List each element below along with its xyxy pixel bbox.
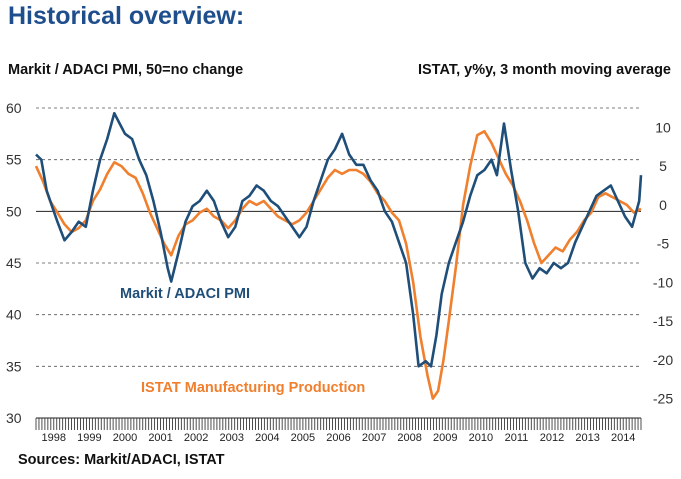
- left-tick-label: 30: [6, 410, 22, 426]
- source-note: Sources: Markit/ADACI, ISTAT: [18, 452, 225, 468]
- left-tick-label: 35: [6, 358, 22, 374]
- series-group: [34, 111, 643, 400]
- left-tick-label: 55: [6, 152, 22, 168]
- right-tick-label: -10: [653, 274, 673, 290]
- x-tick-label: 2001: [148, 432, 172, 444]
- x-tick-label: 1998: [42, 432, 66, 444]
- right-tick-label: -5: [657, 236, 670, 252]
- left-tick-label: 50: [6, 203, 22, 219]
- left-tick-label: 45: [6, 255, 22, 271]
- left-tick-label: 40: [6, 307, 22, 323]
- series-line-istat: [34, 130, 642, 400]
- x-tick-label: 2003: [219, 432, 243, 444]
- x-tick-label: 2000: [113, 432, 137, 444]
- x-tick-label: 2002: [184, 432, 208, 444]
- x-axis-ticks: [35, 417, 642, 430]
- x-tick-label: 2011: [505, 432, 529, 444]
- right-tick-label: 10: [655, 119, 671, 135]
- x-tick-label: 1999: [77, 432, 101, 444]
- series-label-pmi: Markit / ADACI PMI: [120, 286, 250, 302]
- left-tick-label: 60: [6, 100, 22, 116]
- right-axis-subtitle: ISTAT, y%y, 3 month moving average: [417, 62, 671, 78]
- right-tick-label: 0: [659, 197, 667, 213]
- x-tick-label: 2009: [433, 432, 457, 444]
- x-tick-label: 2007: [362, 432, 386, 444]
- x-tick-label: 2013: [575, 432, 599, 444]
- right-tick-label: -25: [653, 391, 673, 407]
- x-tick-label: 2004: [255, 432, 279, 444]
- right-tick-label: -15: [653, 313, 673, 329]
- chart-title: Historical overview:: [8, 2, 245, 30]
- x-tick-label: 2010: [469, 432, 493, 444]
- series-line-pmi: [35, 111, 643, 368]
- right-tick-label: 5: [659, 158, 667, 174]
- x-tick-label: 2014: [611, 432, 635, 444]
- x-tick-label: 2006: [326, 432, 350, 444]
- x-tick-label: 2012: [540, 432, 564, 444]
- series-label-istat: ISTAT Manufacturing Production: [141, 380, 365, 396]
- gridlines: [36, 107, 641, 419]
- right-tick-label: -20: [653, 352, 673, 368]
- x-tick-label: 2008: [397, 432, 421, 444]
- left-axis-subtitle: Markit / ADACI PMI, 50=no change: [8, 62, 244, 78]
- x-tick-label: 2005: [291, 432, 315, 444]
